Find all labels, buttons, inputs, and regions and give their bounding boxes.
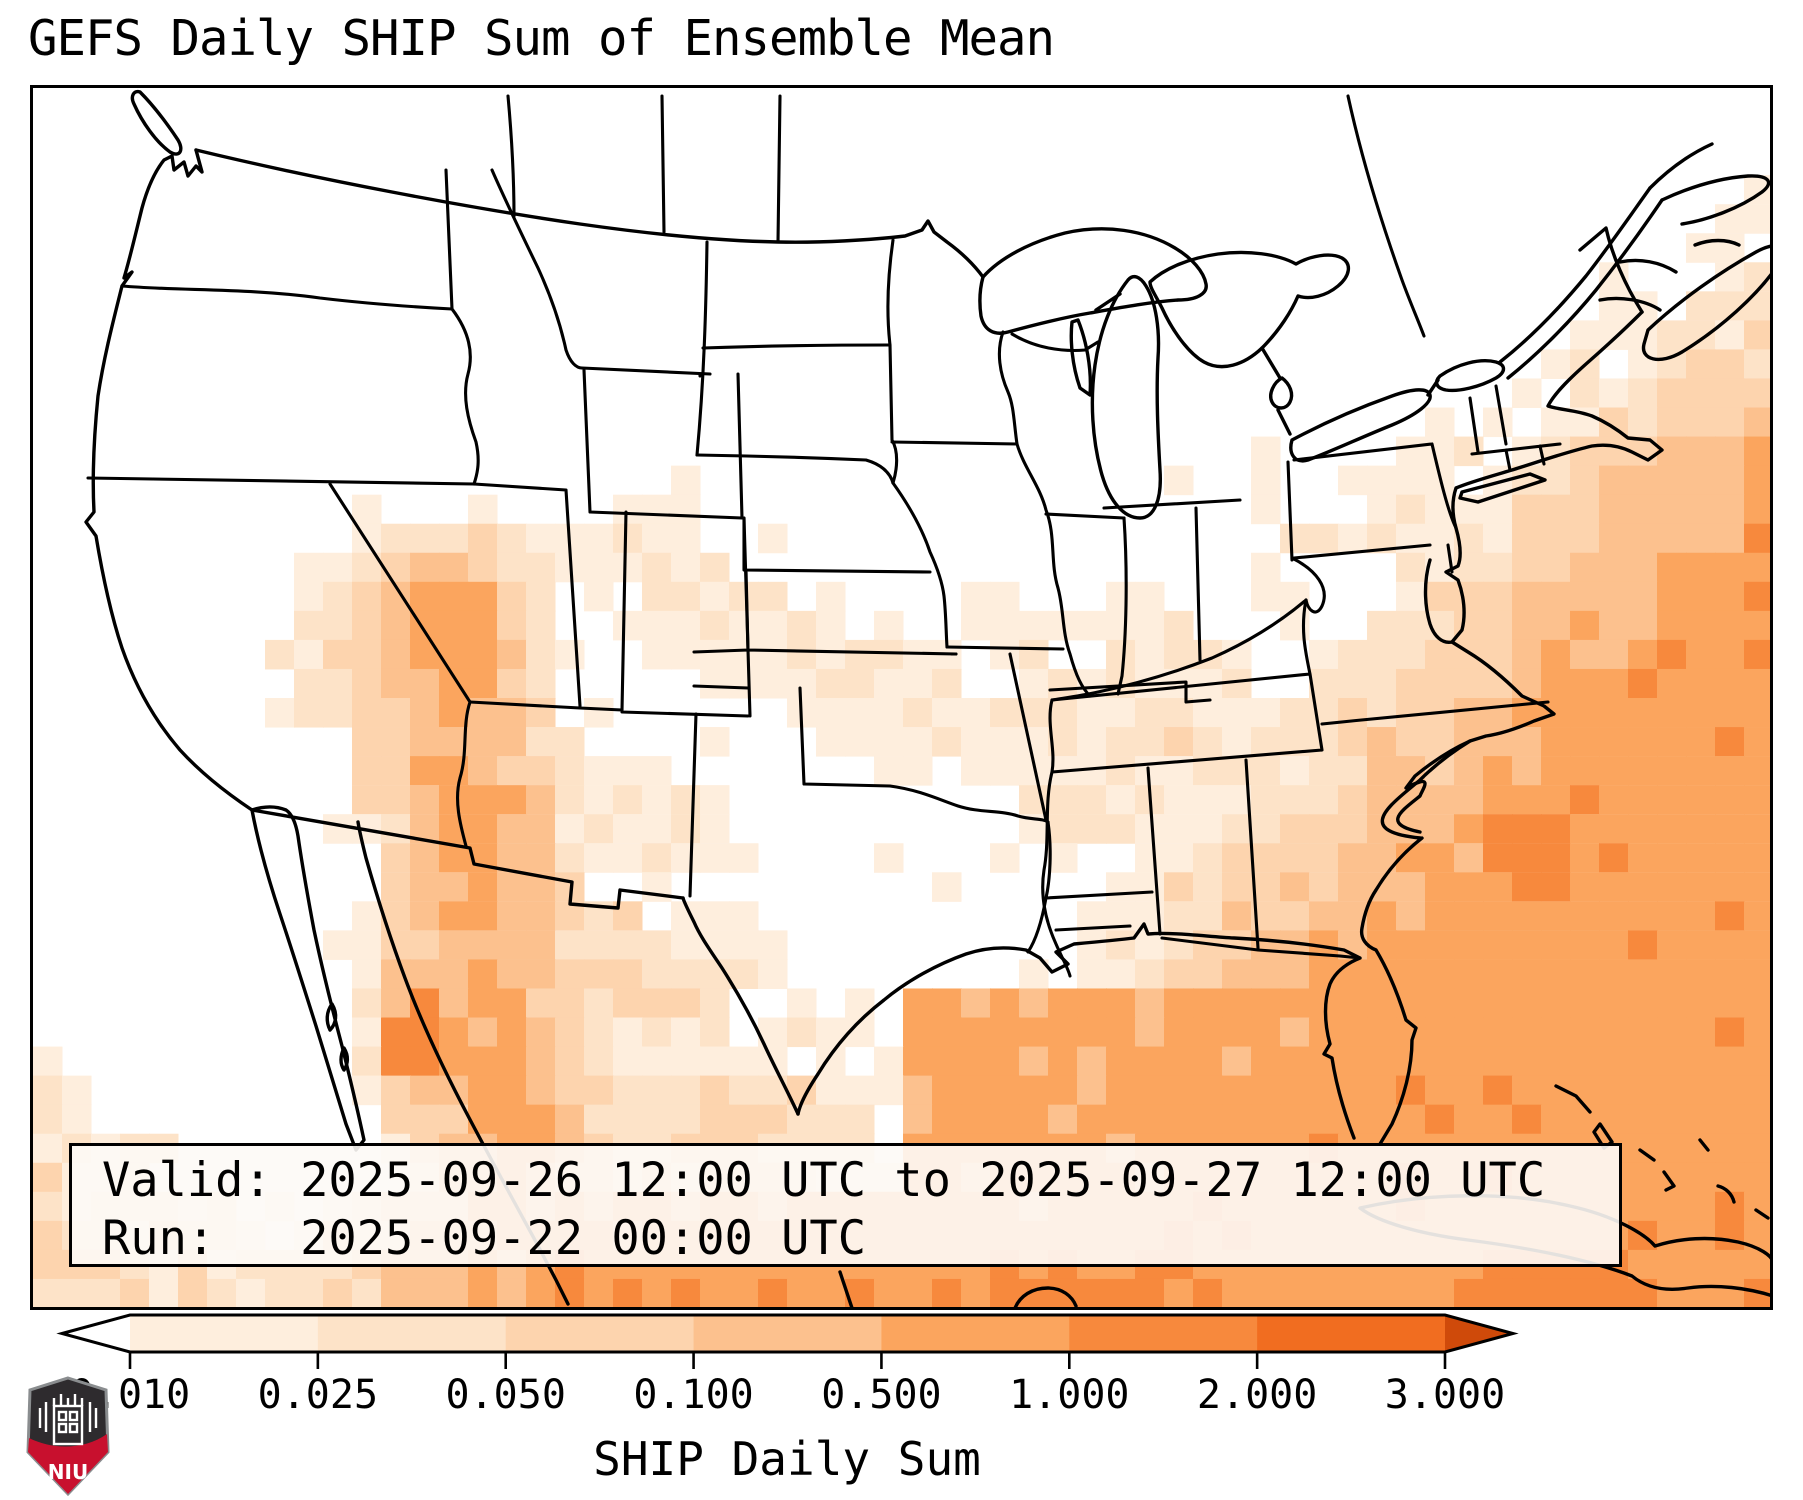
colorbar-tick-label: 3.000: [1384, 1372, 1506, 1418]
colorbar-segment: [881, 1315, 1070, 1352]
colorbar-ticks: [128, 1352, 1447, 1369]
colorbar-segment: [1069, 1315, 1258, 1352]
state-borders: [86, 94, 1562, 978]
niu-shield-red-band: [28, 1434, 108, 1494]
colorbar-tick-label: 0.500: [821, 1372, 942, 1418]
colorbar-axis-label: SHIP Daily Sum: [593, 1432, 981, 1486]
niu-logo: NIU: [26, 1376, 110, 1497]
colorbar-tick-label: 2.000: [1196, 1372, 1318, 1418]
colorbar-segment: [505, 1315, 695, 1352]
colorbar-under-arrow: [62, 1315, 130, 1352]
info-box-valid-line: Valid: 2025-09-26 12:00 UTC to 2025-09-2…: [102, 1153, 1546, 1208]
colorbar-tick-label: 0.100: [633, 1372, 754, 1418]
colorbar-segment: [693, 1315, 883, 1352]
colorbar-segment: [130, 1315, 319, 1352]
colorbar-over-arrow: [1445, 1315, 1513, 1352]
colorbar-segment: [1257, 1315, 1446, 1352]
info-box: Valid: 2025-09-26 12:00 UTC to 2025-09-2…: [69, 1143, 1622, 1267]
colorbar-tick-label: 1.000: [1009, 1372, 1130, 1418]
info-box-run-line: Run: 2025-09-22 00:00 UTC: [102, 1211, 867, 1266]
castle-tower-icon: [38, 1394, 98, 1446]
map-frame: Valid: 2025-09-26 12:00 UTC to 2025-09-2…: [30, 85, 1773, 1310]
map-shading-canvas: [33, 88, 1770, 1307]
coastlines: [84, 89, 1770, 1307]
colorbar-segments: [130, 1315, 1446, 1352]
map-borders-svg: [84, 89, 1770, 1307]
colorbar-segment: [317, 1315, 507, 1352]
colorbar-bar: [56, 1313, 1519, 1369]
colorbar: 0.010 0.025 0.050 0.100 0.500 1.000 2.000 3.000…: [0, 1300, 1803, 1500]
page-title: GEFS Daily SHIP Sum of Ensemble Mean: [28, 10, 1055, 67]
niu-logo-text: NIU: [48, 1460, 88, 1484]
colorbar-tick-label: 0.050: [445, 1372, 566, 1418]
colorbar-tick-label: 0.025: [257, 1372, 379, 1418]
